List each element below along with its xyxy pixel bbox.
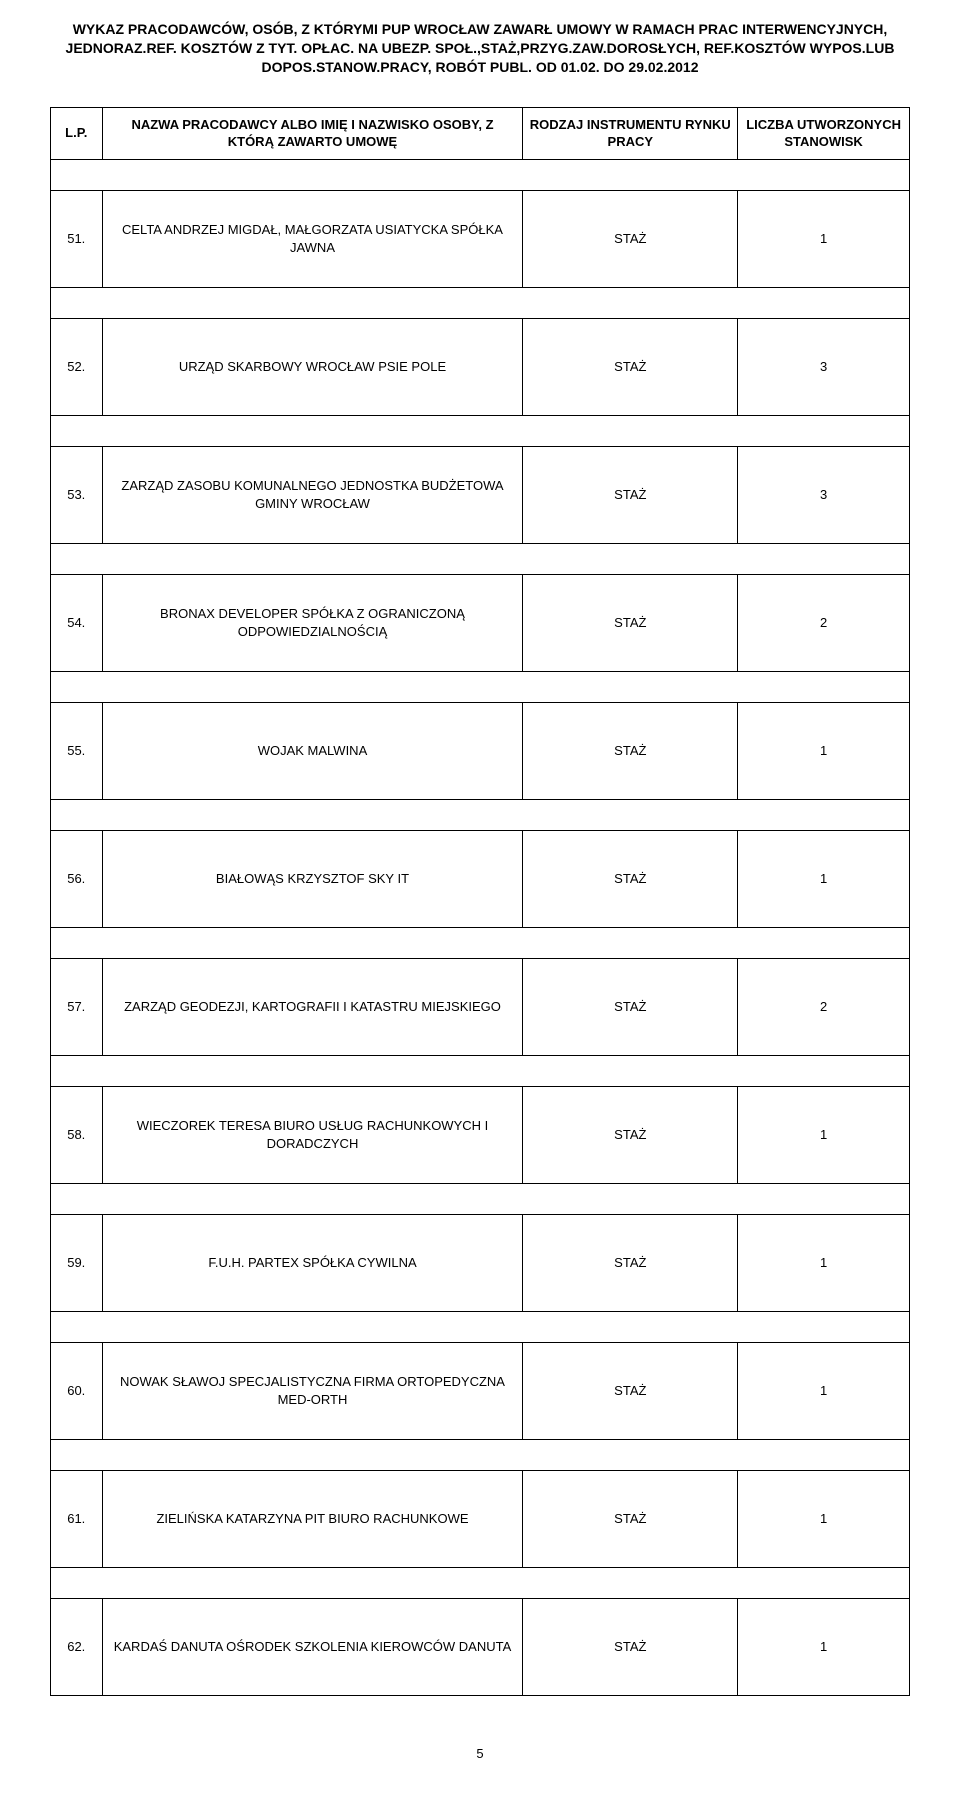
cell-name: BIAŁOWĄS KRZYSZTOF SKY IT	[102, 830, 523, 927]
spacer-cell	[51, 1311, 910, 1342]
table-spacer-row	[51, 927, 910, 958]
spacer-cell	[51, 1567, 910, 1598]
table-spacer-row	[51, 799, 910, 830]
cell-count: 3	[738, 318, 910, 415]
table-row: 58.WIECZOREK TERESA BIURO USŁUG RACHUNKO…	[51, 1086, 910, 1183]
spacer-cell	[51, 543, 910, 574]
table-spacer-row	[51, 415, 910, 446]
cell-count: 1	[738, 1598, 910, 1695]
cell-lp: 58.	[51, 1086, 103, 1183]
cell-count: 1	[738, 190, 910, 287]
cell-instrument: STAŻ	[523, 702, 738, 799]
cell-lp: 54.	[51, 574, 103, 671]
cell-count: 1	[738, 1342, 910, 1439]
cell-instrument: STAŻ	[523, 1214, 738, 1311]
table-row: 60.NOWAK SŁAWOJ SPECJALISTYCZNA FIRMA OR…	[51, 1342, 910, 1439]
cell-lp: 57.	[51, 958, 103, 1055]
cell-count: 3	[738, 446, 910, 543]
spacer-cell	[51, 287, 910, 318]
table-row: 61.ZIELIŃSKA KATARZYNA PIT BIURO RACHUNK…	[51, 1470, 910, 1567]
cell-lp: 52.	[51, 318, 103, 415]
table-row: 57.ZARZĄD GEODEZJI, KARTOGRAFII I KATAST…	[51, 958, 910, 1055]
spacer-cell	[51, 799, 910, 830]
cell-count: 1	[738, 702, 910, 799]
table-spacer-row	[51, 1439, 910, 1470]
cell-name: WOJAK MALWINA	[102, 702, 523, 799]
cell-name: KARDAŚ DANUTA OŚRODEK SZKOLENIA KIEROWCÓ…	[102, 1598, 523, 1695]
cell-name: CELTA ANDRZEJ MIGDAŁ, MAŁGORZATA USIATYC…	[102, 190, 523, 287]
table-row: 51.CELTA ANDRZEJ MIGDAŁ, MAŁGORZATA USIA…	[51, 190, 910, 287]
table-spacer-row	[51, 1183, 910, 1214]
spacer-cell	[51, 671, 910, 702]
cell-instrument: STAŻ	[523, 1342, 738, 1439]
header-lp: L.P.	[51, 107, 103, 159]
table-row: 59.F.U.H. PARTEX SPÓŁKA CYWILNASTAŻ1	[51, 1214, 910, 1311]
page-number: 5	[50, 1746, 910, 1761]
cell-lp: 59.	[51, 1214, 103, 1311]
table-header-row: L.P. NAZWA PRACODAWCY ALBO IMIĘ I NAZWIS…	[51, 107, 910, 159]
cell-lp: 51.	[51, 190, 103, 287]
cell-name: WIECZOREK TERESA BIURO USŁUG RACHUNKOWYC…	[102, 1086, 523, 1183]
header-name: NAZWA PRACODAWCY ALBO IMIĘ I NAZWISKO OS…	[102, 107, 523, 159]
table-spacer-row	[51, 1055, 910, 1086]
cell-instrument: STAŻ	[523, 574, 738, 671]
cell-instrument: STAŻ	[523, 830, 738, 927]
cell-count: 2	[738, 958, 910, 1055]
cell-name: URZĄD SKARBOWY WROCŁAW PSIE POLE	[102, 318, 523, 415]
table-spacer-row	[51, 287, 910, 318]
cell-count: 1	[738, 1470, 910, 1567]
table-row: 62.KARDAŚ DANUTA OŚRODEK SZKOLENIA KIERO…	[51, 1598, 910, 1695]
cell-count: 2	[738, 574, 910, 671]
cell-lp: 53.	[51, 446, 103, 543]
cell-name: NOWAK SŁAWOJ SPECJALISTYCZNA FIRMA ORTOP…	[102, 1342, 523, 1439]
table-spacer-row	[51, 1567, 910, 1598]
table-row: 55.WOJAK MALWINASTAŻ1	[51, 702, 910, 799]
cell-instrument: STAŻ	[523, 190, 738, 287]
table-spacer-row	[51, 159, 910, 190]
cell-count: 1	[738, 1214, 910, 1311]
cell-lp: 56.	[51, 830, 103, 927]
cell-instrument: STAŻ	[523, 446, 738, 543]
cell-instrument: STAŻ	[523, 1470, 738, 1567]
document-title: WYKAZ PRACODAWCÓW, OSÓB, Z KTÓRYMI PUP W…	[50, 20, 910, 77]
spacer-cell	[51, 1439, 910, 1470]
cell-lp: 55.	[51, 702, 103, 799]
cell-instrument: STAŻ	[523, 1598, 738, 1695]
cell-name: BRONAX DEVELOPER SPÓŁKA Z OGRANICZONĄ OD…	[102, 574, 523, 671]
cell-lp: 62.	[51, 1598, 103, 1695]
cell-instrument: STAŻ	[523, 958, 738, 1055]
cell-lp: 60.	[51, 1342, 103, 1439]
cell-count: 1	[738, 830, 910, 927]
cell-name: ZARZĄD ZASOBU KOMUNALNEGO JEDNOSTKA BUDŻ…	[102, 446, 523, 543]
cell-lp: 61.	[51, 1470, 103, 1567]
spacer-cell	[51, 1055, 910, 1086]
header-count: LICZBA UTWORZONYCH STANOWISK	[738, 107, 910, 159]
cell-count: 1	[738, 1086, 910, 1183]
table-row: 52.URZĄD SKARBOWY WROCŁAW PSIE POLESTAŻ3	[51, 318, 910, 415]
spacer-cell	[51, 1183, 910, 1214]
cell-instrument: STAŻ	[523, 1086, 738, 1183]
spacer-cell	[51, 927, 910, 958]
table-spacer-row	[51, 1311, 910, 1342]
page-container: WYKAZ PRACODAWCÓW, OSÓB, Z KTÓRYMI PUP W…	[0, 0, 960, 1801]
table-row: 54.BRONAX DEVELOPER SPÓŁKA Z OGRANICZONĄ…	[51, 574, 910, 671]
table-spacer-row	[51, 671, 910, 702]
table-row: 56.BIAŁOWĄS KRZYSZTOF SKY ITSTAŻ1	[51, 830, 910, 927]
cell-name: F.U.H. PARTEX SPÓŁKA CYWILNA	[102, 1214, 523, 1311]
header-instrument: RODZAJ INSTRUMENTU RYNKU PRACY	[523, 107, 738, 159]
employers-table: L.P. NAZWA PRACODAWCY ALBO IMIĘ I NAZWIS…	[50, 107, 910, 1696]
cell-instrument: STAŻ	[523, 318, 738, 415]
spacer-cell	[51, 159, 910, 190]
spacer-cell	[51, 415, 910, 446]
table-spacer-row	[51, 543, 910, 574]
cell-name: ZIELIŃSKA KATARZYNA PIT BIURO RACHUNKOWE	[102, 1470, 523, 1567]
cell-name: ZARZĄD GEODEZJI, KARTOGRAFII I KATASTRU …	[102, 958, 523, 1055]
table-row: 53.ZARZĄD ZASOBU KOMUNALNEGO JEDNOSTKA B…	[51, 446, 910, 543]
